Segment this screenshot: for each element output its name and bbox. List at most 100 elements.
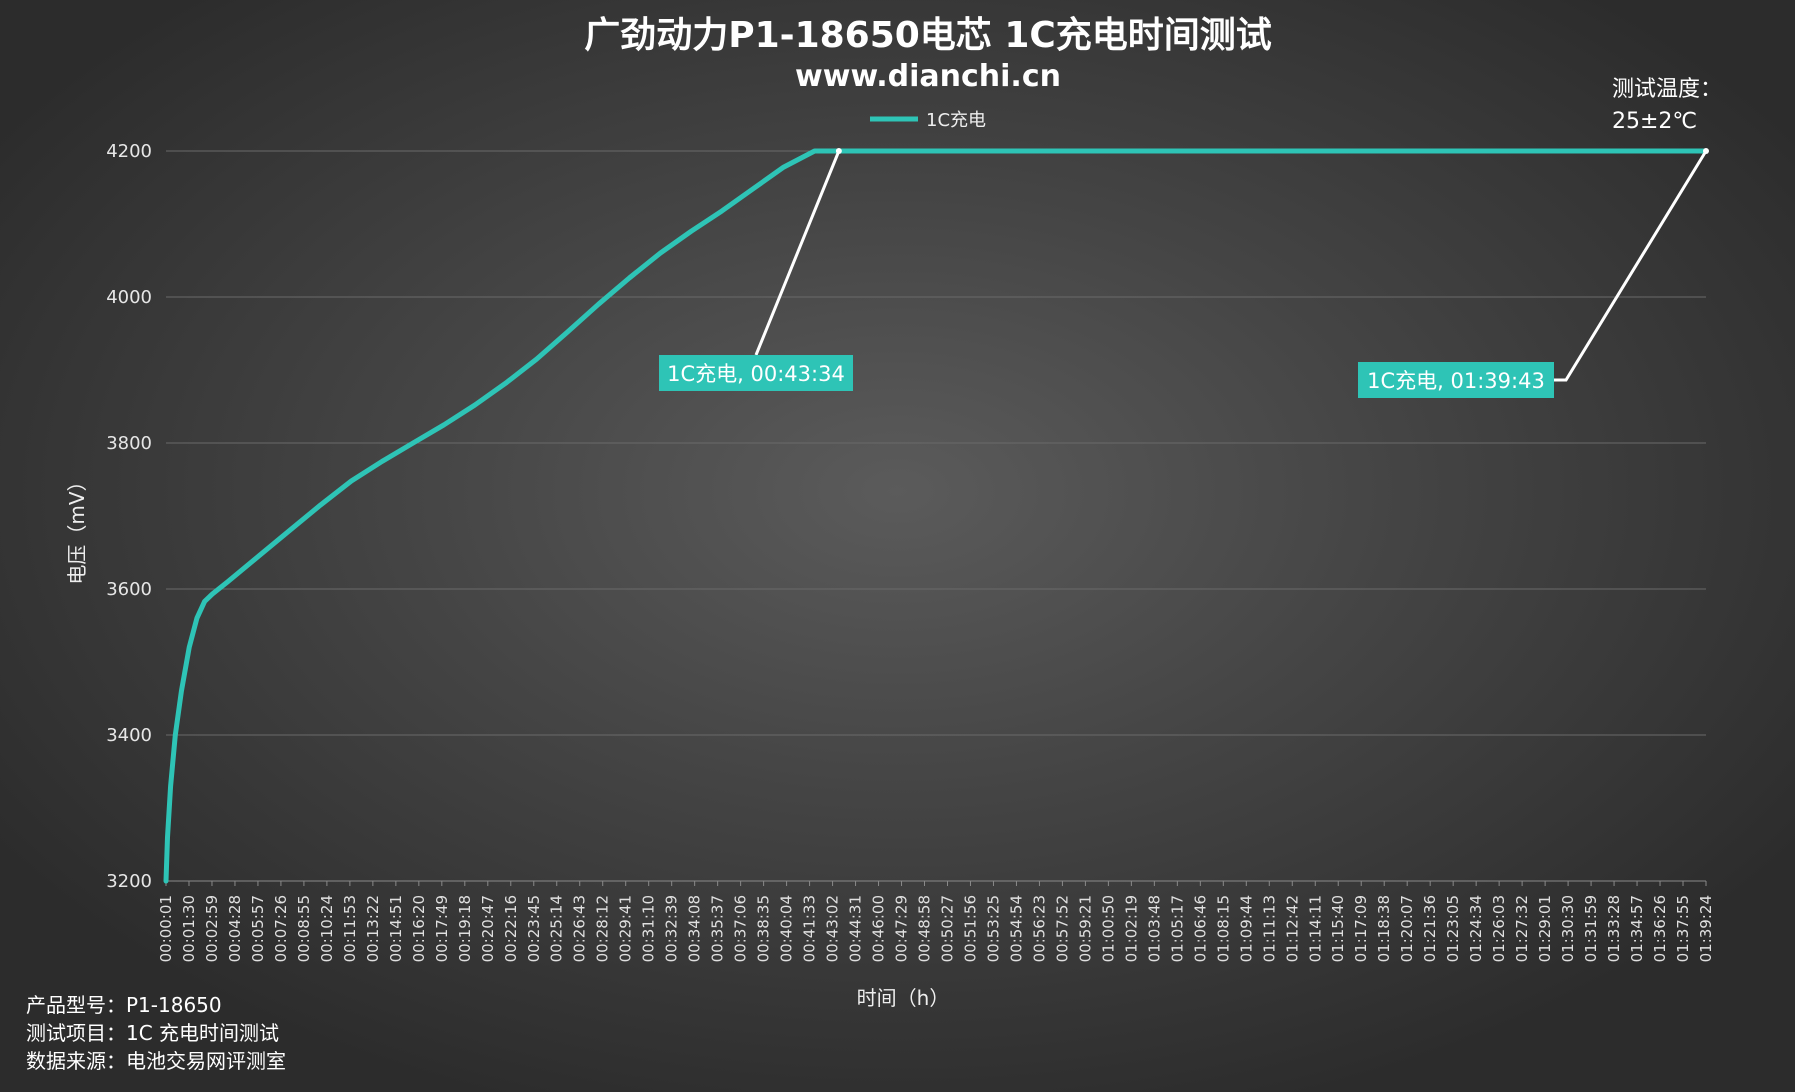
- chart-title: 广劲动力P1-18650电芯 1C充电时间测试: [584, 15, 1272, 56]
- x-tick-label: 00:02:59: [203, 895, 221, 962]
- x-tick-label: 00:43:02: [824, 895, 842, 962]
- x-tick-label: 00:00:01: [157, 895, 175, 962]
- x-tick-label: 01:14:11: [1306, 895, 1324, 962]
- x-tick-label: 01:20:07: [1398, 895, 1416, 962]
- annotation-box: [1358, 362, 1554, 398]
- x-tick-label: 00:46:00: [870, 895, 888, 962]
- x-tick-label: 00:05:57: [249, 895, 267, 962]
- x-tick-label: 01:31:59: [1582, 895, 1600, 962]
- x-tick-label: 00:13:22: [364, 895, 382, 962]
- x-tick-label: 00:28:12: [594, 895, 612, 962]
- x-tick-label: 00:08:55: [295, 895, 313, 962]
- x-tick-label: 00:10:24: [318, 895, 336, 962]
- x-tick-label: 00:56:23: [1030, 895, 1048, 962]
- x-tick-label: 01:00:50: [1099, 895, 1117, 962]
- x-tick-label: 01:26:03: [1490, 895, 1508, 962]
- x-tick-label: 01:36:26: [1651, 895, 1669, 962]
- x-tick-label: 01:15:40: [1329, 895, 1347, 962]
- annotation-leader: [1554, 150, 1708, 382]
- series-layer: [163, 148, 1709, 884]
- x-tick-label: 01:30:30: [1559, 895, 1577, 962]
- annotation-callout: 1C充电, 01:39:43: [1358, 148, 1709, 398]
- x-axis-ticks: 00:00:01 00:01:30 00:02:59 00:04:28 00:05:57…: [157, 881, 1715, 962]
- x-tick-label: 00:35:37: [709, 895, 727, 962]
- x-tick-label: 01:33:28: [1605, 895, 1623, 962]
- x-tick-label: 00:01:30: [180, 895, 198, 962]
- x-tick-label: 00:32:39: [663, 895, 681, 962]
- x-tick-label: 00:17:49: [433, 895, 451, 962]
- x-tick-label: 01:27:32: [1513, 895, 1531, 962]
- annotation-label: 1C充电, 00:43:34: [667, 362, 845, 386]
- x-tick-label: 00:48:58: [916, 895, 934, 962]
- annotation-box: [659, 355, 853, 391]
- annotation-leader: [754, 150, 841, 356]
- x-tick-label: 01:02:19: [1122, 895, 1140, 962]
- y-tick-label: 3800: [106, 433, 152, 454]
- legend-label: 1C充电: [926, 110, 986, 131]
- x-tick-label: 01:12:42: [1283, 895, 1301, 962]
- x-tick-label: 00:37:06: [732, 895, 750, 962]
- chart-subtitle: www.dianchi.cn: [795, 59, 1061, 94]
- x-tick-label: 00:26:43: [571, 895, 589, 962]
- x-tick-label: 00:53:25: [984, 895, 1002, 962]
- annotation-label: 1C充电, 01:39:43: [1367, 369, 1545, 393]
- y-tick-label: 3400: [106, 725, 152, 746]
- y-axis-ticks: 3200 3400 3600 3800 4000 4200: [106, 141, 152, 892]
- x-tick-label: 00:44:31: [847, 895, 865, 962]
- annotations: 1C充电, 00:43:34 1C充电, 01:39:43: [659, 148, 1709, 398]
- x-tick-label: 00:38:35: [755, 895, 773, 962]
- x-tick-label: 00:22:16: [502, 895, 520, 962]
- x-tick-label: 01:03:48: [1145, 895, 1163, 962]
- x-tick-label: 00:40:04: [778, 895, 796, 962]
- x-tick-label: 00:25:14: [548, 895, 566, 962]
- x-tick-label: 00:34:08: [686, 895, 704, 962]
- gridlines: [166, 150, 1706, 882]
- x-tick-label: 01:11:13: [1260, 895, 1278, 962]
- x-tick-label: 01:18:38: [1375, 895, 1393, 962]
- x-tick-label: 01:17:09: [1352, 895, 1370, 962]
- x-tick-label: 00:04:28: [226, 895, 244, 962]
- footer-test-item: 测试项目：1C 充电时间测试: [26, 1021, 279, 1045]
- x-axis-label: 时间（h）: [857, 986, 950, 1010]
- x-tick-label: 01:29:01: [1536, 895, 1554, 962]
- annotation-point: [1703, 148, 1709, 154]
- x-tick-label: 01:24:34: [1467, 895, 1485, 962]
- footer-model: 产品型号：P1-18650: [26, 993, 222, 1017]
- y-tick-label: 4000: [106, 287, 152, 308]
- x-tick-label: 00:57:52: [1053, 895, 1071, 962]
- temperature-value: 25±2℃: [1612, 109, 1697, 134]
- x-tick-label: 01:09:44: [1237, 895, 1255, 962]
- x-tick-label: 01:05:17: [1168, 895, 1186, 962]
- x-tick-label: 00:41:33: [801, 895, 819, 962]
- x-tick-label: 01:39:24: [1697, 895, 1715, 962]
- legend: 1C充电: [870, 110, 986, 131]
- x-tick-label: 01:34:57: [1628, 895, 1646, 962]
- x-tick-label: 00:19:18: [456, 895, 474, 962]
- x-tick-label: 00:20:47: [479, 895, 497, 962]
- y-tick-label: 4200: [106, 141, 152, 162]
- annotation-callout: 1C充电, 00:43:34: [659, 148, 853, 391]
- x-tick-label: 00:31:10: [640, 895, 658, 962]
- footer-source: 数据来源：电池交易网评测室: [26, 1049, 286, 1073]
- y-axis-label: 电压（mV）: [65, 471, 89, 584]
- x-tick-label: 00:51:56: [961, 895, 979, 962]
- annotation-point: [835, 148, 842, 154]
- series-line: [163, 148, 1709, 884]
- x-tick-label: 01:06:46: [1191, 895, 1209, 962]
- x-tick-label: 01:08:15: [1214, 895, 1232, 962]
- x-tick-label: 00:07:26: [272, 895, 290, 962]
- x-tick-label: 01:23:05: [1444, 895, 1462, 962]
- x-tick-label: 00:29:41: [617, 895, 635, 962]
- x-tick-label: 00:11:53: [341, 895, 359, 962]
- y-tick-label: 3600: [106, 579, 152, 600]
- temperature-label: 测试温度：: [1612, 77, 1722, 102]
- x-tick-label: 00:50:27: [938, 895, 956, 962]
- x-tick-label: 00:47:29: [893, 895, 911, 962]
- x-tick-label: 01:21:36: [1421, 895, 1439, 962]
- x-tick-label: 00:23:45: [525, 895, 543, 962]
- x-tick-label: 00:54:54: [1007, 895, 1025, 962]
- x-tick-label: 00:14:51: [387, 895, 405, 962]
- x-tick-label: 00:16:20: [410, 895, 428, 962]
